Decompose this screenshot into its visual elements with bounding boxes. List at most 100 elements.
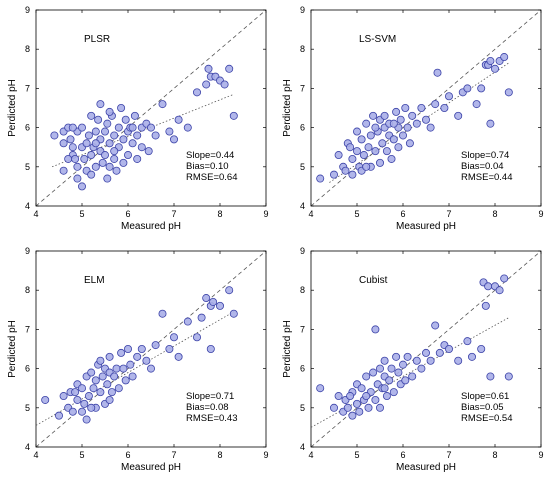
data-point <box>87 111 96 120</box>
data-point <box>80 399 89 408</box>
data-point <box>371 395 380 404</box>
data-point <box>371 325 380 334</box>
data-point <box>378 139 387 148</box>
data-point <box>394 368 403 377</box>
data-point <box>500 53 509 62</box>
data-point <box>121 115 130 124</box>
data-point <box>401 104 410 113</box>
data-point <box>55 411 64 420</box>
plot-frame <box>310 250 542 448</box>
data-point <box>165 127 174 136</box>
data-point <box>82 415 91 424</box>
data-point <box>431 100 440 109</box>
data-point <box>359 151 368 160</box>
stat-bias: Bias=0.05 <box>461 402 504 413</box>
data-point <box>392 107 401 116</box>
data-point <box>405 139 414 148</box>
data-point <box>96 388 105 397</box>
data-point <box>385 376 394 385</box>
data-point <box>382 392 391 401</box>
data-point <box>206 344 215 353</box>
data-point <box>403 352 412 361</box>
x-axis-label: Measured pH <box>396 462 456 473</box>
data-point <box>387 154 396 163</box>
x-tick-label: 8 <box>217 209 222 219</box>
y-tick-label: 6 <box>25 123 30 133</box>
data-point <box>394 143 403 152</box>
data-point <box>174 115 183 124</box>
data-point <box>130 111 139 120</box>
x-tick-label: 9 <box>538 209 543 219</box>
data-point <box>146 364 155 373</box>
y-tick-label: 4 <box>300 442 305 452</box>
data-point <box>151 341 160 350</box>
data-point <box>197 313 206 322</box>
data-point <box>486 56 495 65</box>
data-point <box>225 64 234 73</box>
data-point <box>375 364 384 373</box>
data-point <box>426 123 435 132</box>
data-point <box>82 139 91 148</box>
y-tick-label: 5 <box>25 403 30 413</box>
data-point <box>103 174 112 183</box>
data-point <box>364 403 373 412</box>
data-point <box>133 352 142 361</box>
data-point <box>110 154 119 163</box>
data-point <box>371 123 380 132</box>
data-point <box>105 352 114 361</box>
data-point <box>375 403 384 412</box>
data-point <box>316 174 325 183</box>
data-point <box>202 294 211 303</box>
data-point <box>105 139 114 148</box>
data-point <box>151 131 160 140</box>
x-tick-label: 5 <box>354 450 359 460</box>
x-tick-label: 7 <box>446 209 451 219</box>
data-point <box>133 154 142 163</box>
data-point <box>50 131 59 140</box>
y-tick-label: 7 <box>25 324 30 334</box>
data-point <box>362 392 371 401</box>
y-tick-label: 9 <box>300 246 305 256</box>
data-point <box>343 403 352 412</box>
data-point <box>105 162 114 171</box>
data-point <box>229 111 238 120</box>
data-point <box>41 395 50 404</box>
data-point <box>66 135 75 144</box>
data-point <box>316 384 325 393</box>
data-point <box>380 356 389 365</box>
data-point <box>98 158 107 167</box>
data-point <box>435 348 444 357</box>
data-point <box>192 333 201 342</box>
data-point <box>91 376 100 385</box>
data-point <box>137 143 146 152</box>
data-point <box>124 344 133 353</box>
data-point <box>334 392 343 401</box>
x-tick-label: 7 <box>446 450 451 460</box>
x-tick-label: 6 <box>400 450 405 460</box>
plot-frame <box>35 250 267 448</box>
data-point <box>352 127 361 136</box>
data-point <box>504 88 513 97</box>
data-point <box>369 111 378 120</box>
data-point <box>59 166 68 175</box>
data-point <box>68 123 77 132</box>
data-point <box>389 135 398 144</box>
data-point <box>387 364 396 373</box>
data-point <box>107 388 116 397</box>
data-point <box>174 352 183 361</box>
y-tick-label: 9 <box>25 246 30 256</box>
y-tick-label: 6 <box>300 123 305 133</box>
y-tick-label: 8 <box>25 285 30 295</box>
data-point <box>78 384 87 393</box>
data-point <box>78 407 87 416</box>
panel-plsr: 4 5 6 7 8 9 4 5 6 7 8 9 PLSR Slope=0.44 Bias=0.10 R… <box>7 5 269 232</box>
data-point <box>105 395 114 404</box>
data-point <box>158 309 167 318</box>
data-point <box>87 151 96 160</box>
data-point <box>495 286 504 295</box>
data-point <box>144 147 153 156</box>
data-point <box>96 356 105 365</box>
data-point <box>215 301 224 310</box>
plot-frame <box>310 9 542 207</box>
y-tick-label: 5 <box>300 162 305 172</box>
